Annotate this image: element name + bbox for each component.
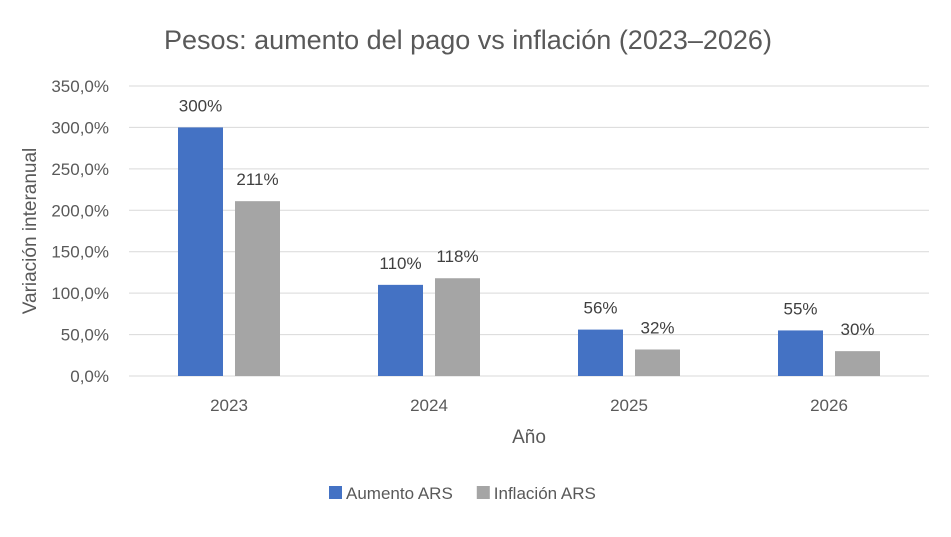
x-tick-label: 2026 (810, 396, 848, 415)
x-axis-ticks: 2023 2024 2025 2026 (210, 396, 848, 415)
y-tick-label: 250,0% (51, 160, 109, 179)
data-label: 110% (379, 254, 421, 273)
bar (778, 330, 823, 376)
y-tick-label: 200,0% (51, 201, 109, 220)
x-tick-label: 2025 (610, 396, 648, 415)
y-tick-label: 50,0% (61, 326, 109, 345)
legend: Aumento ARS Inflación ARS (329, 484, 596, 503)
bar (578, 329, 623, 376)
bars (178, 127, 880, 376)
x-axis-title: Año (512, 427, 546, 448)
data-label: 56% (583, 299, 617, 318)
y-tick-label: 300,0% (51, 118, 109, 137)
x-tick-label: 2023 (210, 396, 248, 415)
x-tick-label: 2024 (410, 396, 448, 415)
data-label: 30% (840, 320, 874, 339)
y-tick-label: 100,0% (51, 284, 109, 303)
data-label: 55% (783, 299, 817, 318)
data-labels: 300% 211% 110% 118% 56% 32% 55% 30% (179, 96, 875, 339)
data-label: 300% (179, 96, 222, 115)
y-tick-label: 350,0% (51, 77, 109, 96)
y-tick-label: 0,0% (70, 367, 109, 386)
bar (235, 201, 280, 376)
legend-swatch (329, 486, 342, 499)
bar (635, 349, 680, 376)
bar (178, 127, 223, 376)
legend-label: Inflación ARS (494, 484, 596, 503)
legend-swatch (476, 486, 490, 499)
bar (378, 284, 423, 376)
data-label: 118% (436, 247, 478, 266)
bar (435, 278, 480, 376)
bar (835, 351, 880, 376)
y-tick-label: 150,0% (51, 243, 109, 262)
data-label: 32% (640, 318, 674, 337)
y-axis-ticks: 0,0% 50,0% 100,0% 150,0% 200,0% 250,0% 300,0% 3… (51, 77, 109, 386)
chart-title: Pesos: aumento del pago vs inflación (20… (164, 25, 772, 55)
data-label: 211% (236, 170, 278, 189)
y-axis-title: Variación interanual (20, 148, 41, 315)
legend-label: Aumento ARS (346, 484, 453, 503)
